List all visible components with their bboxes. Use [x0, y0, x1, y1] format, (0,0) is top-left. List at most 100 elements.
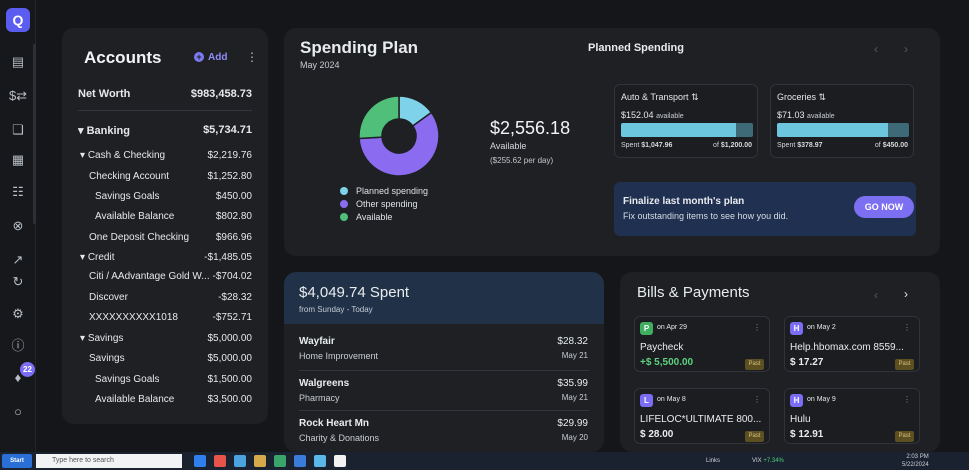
account-group-cash-checking[interactable]: ▾ Cash & Checking $2,219.76	[62, 150, 268, 170]
settings-icon[interactable]: ⚙	[12, 306, 24, 321]
category-progress-bar	[621, 123, 753, 137]
bill-card[interactable]: P on Apr 29 ⋮ Paycheck +$ 5,500.00 Past	[634, 316, 770, 372]
available-amount: $2,556.18	[490, 118, 571, 138]
taskbar-search-input[interactable]: Type here to search	[36, 454, 182, 468]
chevron-left-icon[interactable]: ‹	[874, 42, 878, 56]
account-name: Credit	[87, 252, 115, 263]
weekly-spent-card: $4,049.74 Spent from Sunday - Today Wayf…	[284, 272, 604, 452]
vix-ticker[interactable]: VIX +7.34%	[752, 452, 784, 470]
donut-segment-available[interactable]	[358, 95, 400, 140]
more-options-icon[interactable]: ⋮	[753, 395, 761, 404]
start-button[interactable]: Start	[2, 454, 32, 468]
account-row[interactable]: Citi / AAdvantage Gold W... -$704.02	[62, 271, 268, 291]
legend-dot	[340, 213, 348, 221]
transaction-amount: $29.99	[557, 418, 588, 429]
account-row[interactable]: Savings Goals $450.00	[62, 191, 268, 211]
category-progress-fill	[621, 123, 737, 137]
app-icon[interactable]	[214, 455, 226, 467]
account-value: -$704.02	[212, 271, 252, 282]
app-logo[interactable]: Q	[6, 8, 30, 32]
account-value: $966.96	[215, 232, 252, 243]
transactions-icon[interactable]: $⇄	[8, 88, 28, 103]
help-icon[interactable]: ⓘ	[11, 338, 25, 353]
clock[interactable]: 2:03 PM 5/22/2024	[902, 453, 929, 469]
app-icon[interactable]	[334, 455, 346, 467]
edge-icon[interactable]	[314, 455, 326, 467]
spending-donut-chart[interactable]	[358, 95, 440, 177]
chevron-right-icon[interactable]: ›	[904, 287, 908, 301]
links-toolbar[interactable]: Links	[706, 458, 721, 464]
bill-amount: $ 17.27	[790, 357, 824, 368]
account-row[interactable]: Discover -$28.32	[62, 292, 268, 312]
investments-icon[interactable]: ↗	[12, 252, 24, 267]
account-group-credit[interactable]: ▾ Credit -$1,485.05	[62, 252, 268, 272]
app-icon[interactable]	[294, 455, 306, 467]
dashboard-icon[interactable]: ▤	[11, 54, 25, 69]
bill-card[interactable]: H on May 9 ⋮ Hulu $ 12.91 Past	[784, 388, 920, 444]
category-budget: of $1,200.00	[713, 142, 752, 149]
more-options-icon[interactable]: ⋮	[753, 323, 761, 332]
notifications-icon[interactable]: ♦	[14, 370, 22, 385]
more-options-icon[interactable]: ⋮	[246, 50, 258, 64]
category-name: Groceries ⇅	[777, 92, 826, 103]
bill-card[interactable]: L on May 8 ⋮ LIFELOC*ULTIMATE 800... $ 2…	[634, 388, 770, 444]
account-row[interactable]: XXXXXXXXXX1018 -$752.71	[62, 312, 268, 332]
account-row[interactable]: Checking Account $1,252.80	[62, 171, 268, 191]
account-name: Savings Goals	[95, 191, 160, 202]
spent-header[interactable]: $4,049.74 Spent from Sunday - Today	[284, 272, 604, 324]
rollover-icon: ⇅	[818, 92, 827, 102]
chevron-left-icon[interactable]: ‹	[874, 288, 878, 302]
account-name: Savings Goals	[95, 374, 160, 385]
account-row[interactable]: Available Balance $802.80	[62, 211, 268, 231]
account-name: Savings	[87, 333, 124, 344]
app-icon[interactable]	[274, 455, 286, 467]
spent-label: Spent	[621, 142, 640, 149]
profile-icon[interactable]: ○	[14, 404, 22, 419]
account-value: $1,252.80	[207, 171, 253, 182]
bill-amount: $ 28.00	[640, 429, 674, 440]
add-account-button[interactable]: + Add	[194, 52, 227, 63]
bills-title: Bills & Payments	[637, 284, 750, 301]
transaction-row[interactable]: Rock Heart Mn Charity & Donations $29.99…	[284, 412, 604, 450]
account-row[interactable]: Available Balance $3,500.00	[62, 394, 268, 414]
bill-date: on May 9	[807, 396, 836, 403]
transaction-row[interactable]: Wayfair Home Improvement $28.32 May 21	[284, 330, 604, 368]
account-value: -$28.32	[218, 292, 252, 303]
reports-icon[interactable]: ☷	[12, 184, 24, 199]
bill-card[interactable]: H on May 2 ⋮ Help.hbomax.com 8559... $ 1…	[784, 316, 920, 372]
more-options-icon[interactable]: ⋮	[903, 323, 911, 332]
spent-range: from Sunday - Today	[299, 305, 373, 314]
account-row[interactable]: One Deposit Checking $966.96	[62, 232, 268, 252]
category-card-groceries[interactable]: Groceries ⇅ $71.03 available Spent $378.…	[770, 84, 914, 158]
go-now-button[interactable]: GO NOW	[854, 196, 914, 218]
transaction-row[interactable]: Walgreens Pharmacy $35.99 May 21	[284, 372, 604, 410]
account-row[interactable]: Savings $5,000.00	[62, 353, 268, 373]
category-name: Auto & Transport ⇅	[621, 92, 699, 103]
app-icon[interactable]	[234, 455, 246, 467]
account-label: ▾ Savings	[80, 333, 124, 344]
account-name: Citi / AAdvantage Gold W...	[89, 271, 210, 282]
file-explorer-icon[interactable]	[254, 455, 266, 467]
clock-date: 5/22/2024	[902, 462, 929, 468]
accounts-icon[interactable]: ❏	[12, 122, 24, 137]
account-group-banking[interactable]: ▾ Banking $5,734.71	[62, 124, 268, 144]
category-progress-bar	[777, 123, 909, 137]
chevron-right-icon[interactable]: ›	[904, 42, 908, 56]
chrome-icon[interactable]	[194, 455, 206, 467]
finalize-title: Finalize last month's plan	[623, 196, 745, 207]
category-spent: Spent $1,047.96	[621, 142, 672, 149]
net-worth-row[interactable]: Net Worth $983,458.73	[62, 88, 268, 108]
refresh-icon[interactable]: ↻	[12, 274, 24, 289]
rollover-icon: ⇅	[691, 92, 699, 102]
account-row[interactable]: Savings Goals $1,500.00	[62, 374, 268, 394]
more-options-icon[interactable]: ⋮	[903, 395, 911, 404]
donut-segment-other[interactable]	[358, 111, 440, 177]
planning-icon[interactable]: ⊗	[12, 218, 24, 233]
category-card-auto-transport[interactable]: Auto & Transport ⇅ $152.04 available Spe…	[614, 84, 758, 158]
sidebar-scrollbar[interactable]	[33, 44, 36, 224]
account-value: $802.80	[215, 211, 252, 222]
category-spent: Spent $378.97	[777, 142, 823, 149]
account-group-savings[interactable]: ▾ Savings $5,000.00	[62, 333, 268, 353]
bill-initial-icon: L	[640, 394, 653, 407]
calendar-icon[interactable]: ▦	[11, 152, 25, 167]
